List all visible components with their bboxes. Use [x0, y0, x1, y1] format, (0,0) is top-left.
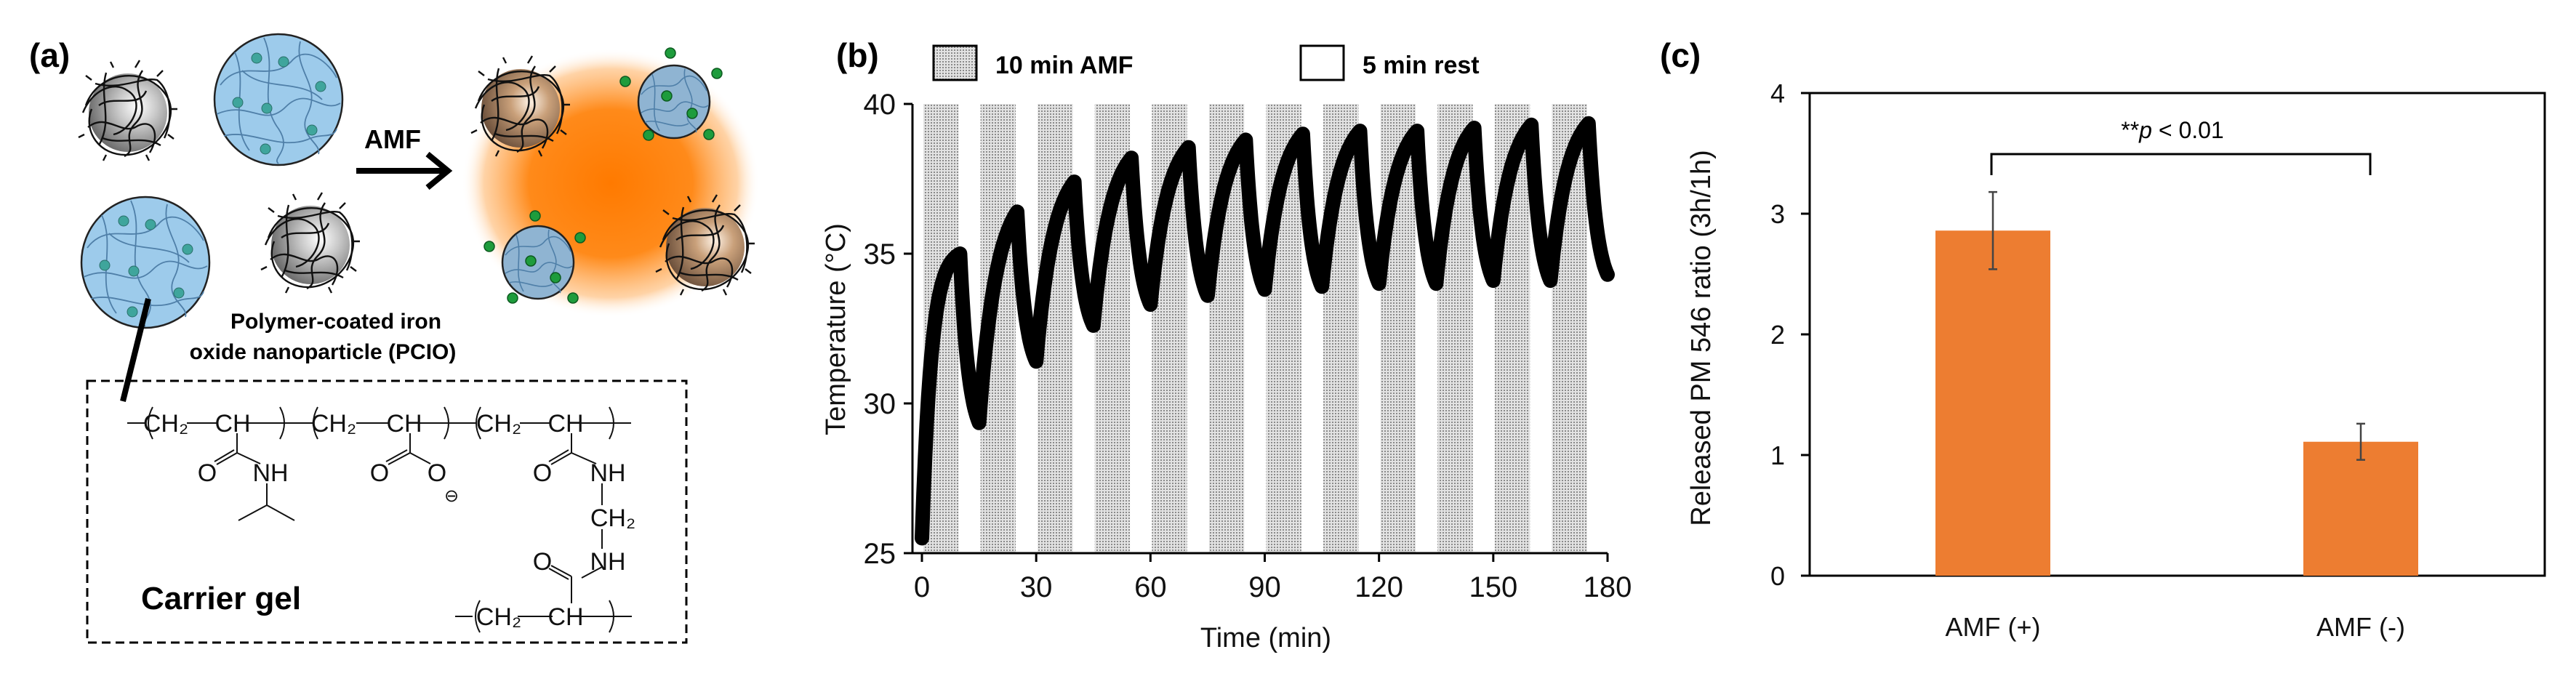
chem-nh: NH	[252, 459, 288, 487]
bar	[1935, 230, 2050, 576]
shrunk-gel-icon	[501, 225, 575, 300]
y-tick-label: 30	[864, 388, 896, 420]
y-tick-label: 25	[864, 538, 896, 570]
arrow-right-icon	[356, 151, 453, 190]
panel-b-temperature-chart: (b) 10 min AMF 5 min rest 25 30 35 40 0 30 60 9…	[821, 36, 1632, 653]
significance-text: **p < 0.01	[2121, 117, 2223, 143]
amf-arrow-label: AMF	[364, 124, 421, 154]
y-axis-label: Released PM 546 ratio (3h/1h)	[1686, 150, 1717, 526]
x-tick-label: 150	[1469, 571, 1517, 603]
carrier-gel-box	[86, 379, 688, 644]
nanoparticle-icon	[260, 191, 361, 294]
carrier-gel-icon	[213, 33, 344, 166]
chem-ch: CH	[214, 410, 250, 438]
chem-nh: NH	[590, 459, 625, 487]
chem-nh: NH	[590, 548, 625, 576]
chem-o: O	[533, 459, 552, 487]
y-tick-label: 4	[1770, 79, 1785, 108]
chem-ch: CH	[386, 410, 422, 438]
legend-swatch-rest	[1299, 44, 1345, 81]
x-tick-label: 180	[1584, 571, 1632, 603]
shrunk-gel-icon	[637, 64, 711, 140]
y-tick-label: 3	[1770, 199, 1785, 229]
chem-ch2: CH₂	[590, 504, 635, 532]
chem-ch: CH	[547, 410, 583, 438]
chem-ch2: CH₂	[476, 603, 521, 631]
y-tick-label: 40	[864, 89, 896, 121]
axes	[904, 102, 1609, 562]
y-tick-label: 35	[864, 238, 896, 270]
panel-c-label: (c)	[1660, 36, 1701, 74]
chem-ch2: CH₂	[143, 410, 188, 438]
y-tick-label: 0	[1770, 561, 1785, 591]
category-label: AMF (+)	[1946, 612, 2041, 642]
x-tick-label: 60	[1134, 571, 1167, 603]
chem-o: O	[428, 459, 446, 487]
panel-a-schematic: (a) AMF Polymer-coated iron oxide nanopa…	[29, 33, 760, 644]
bar	[2303, 441, 2418, 576]
error-bar	[2356, 422, 2365, 461]
panel-a-label: (a)	[29, 36, 70, 74]
chem-ch: CH	[547, 603, 583, 631]
category-label: AMF (-)	[2316, 612, 2405, 642]
temperature-series-line	[915, 116, 1615, 546]
carrier-gel-title: Carrier gel	[141, 581, 301, 616]
x-tick-label: 90	[1248, 571, 1281, 603]
chemical-structure	[127, 406, 632, 633]
x-tick-label: 0	[914, 571, 930, 603]
legend-label-amf: 10 min AMF	[995, 52, 1133, 79]
pcio-label-line2: oxide nanoparticle (PCIO)	[190, 340, 457, 364]
error-bar	[1989, 190, 1997, 270]
y-tick-label: 2	[1770, 320, 1785, 350]
y-tick-label: 1	[1770, 440, 1785, 470]
plot-frame	[1808, 92, 2546, 577]
panel-b-label: (b)	[836, 36, 879, 74]
x-tick-label: 120	[1355, 571, 1403, 603]
x-tick-label: 30	[1020, 571, 1053, 603]
x-axis-label: Time (min)	[1200, 623, 1331, 653]
significance-bracket: **p < 0.01	[1990, 117, 2372, 175]
legend-label-rest: 5 min rest	[1363, 52, 1480, 79]
callout-line	[120, 298, 151, 402]
chem-o: O	[533, 548, 552, 576]
chem-o: O	[198, 459, 217, 487]
panel-c-bar-chart: (c) 0 1 2 3 4 AMF (+) AMF (-) **p < 0.01 Relea…	[1660, 36, 2546, 642]
nanoparticle-icon	[77, 59, 179, 162]
chem-o: O	[370, 459, 389, 487]
chem-ch2: CH₂	[476, 410, 521, 438]
chem-ch2: CH₂	[311, 410, 356, 438]
chem-negative-charge: ⊖	[444, 486, 459, 506]
pcio-label-line1: Polymer-coated iron	[230, 310, 441, 334]
released-drug-dots	[483, 47, 723, 304]
bars: 0 1 2 3 4 AMF (+) AMF (-)	[1770, 79, 2418, 642]
legend-swatch-amf	[932, 44, 978, 81]
tick-labels: 25 30 35 40 0 30 60 90 120 150 180	[864, 89, 1632, 603]
y-axis-label: Temperature (°C)	[821, 223, 851, 435]
